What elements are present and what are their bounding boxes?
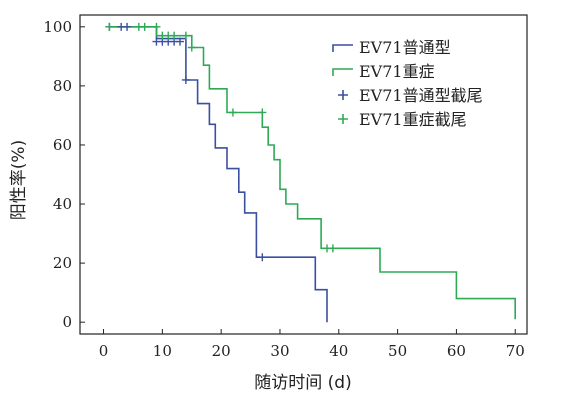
censor-mark-3-7 [181, 31, 190, 40]
x-tick-label-1: 10 [153, 342, 172, 360]
legend-swatch-2 [338, 90, 348, 100]
censor-mark-3-8 [187, 43, 196, 52]
x-tick-label-7: 70 [506, 342, 525, 360]
x-tick-label-2: 20 [212, 342, 231, 360]
legend-label-3: EV71重症截尾 [359, 110, 467, 129]
x-tick-label-0: 0 [99, 342, 109, 360]
y-tick-label-0: 0 [62, 313, 72, 331]
y-tick-label-3: 60 [53, 136, 72, 154]
x-tick-label-5: 50 [388, 342, 407, 360]
legend-swatch-3 [338, 114, 348, 124]
y-tick-label-1: 20 [53, 254, 72, 272]
x-tick-label-3: 30 [270, 342, 289, 360]
legend-label-1: EV71重症 [359, 62, 435, 81]
censor-mark-3-10 [258, 108, 267, 117]
censor-mark-3-0 [105, 22, 114, 31]
censor-mark-3-12 [328, 244, 337, 253]
legend-label-0: EV71普通型 [359, 38, 451, 57]
y-axis-title: 阳性率(%) [9, 140, 29, 220]
censor-mark-2-7 [175, 37, 184, 46]
series-line-1 [109, 26, 516, 320]
x-tick-label-4: 40 [329, 342, 348, 360]
legend-label-2: EV71普通型截尾 [359, 86, 483, 105]
x-tick-label-6: 60 [447, 342, 466, 360]
y-tick-label-5: 100 [43, 18, 72, 36]
x-axis-title: 随访时间 (d) [254, 373, 351, 393]
y-tick-label-4: 80 [53, 77, 72, 95]
legend-swatch-0 [332, 44, 353, 52]
y-tick-label-2: 40 [53, 195, 72, 213]
censor-mark-2-2 [123, 22, 132, 31]
legend: EV71普通型 EV71重症 EV71普通型截尾 EV71重症截尾 [332, 38, 483, 129]
legend-swatch-1 [332, 68, 353, 76]
censor-mark-2-8 [181, 75, 190, 84]
censor-mark-3-3 [152, 22, 161, 31]
censor-mark-3-2 [140, 22, 149, 31]
series-line-0 [109, 26, 328, 323]
censor-mark-2-9 [258, 253, 267, 262]
censor-mark-3-9 [228, 108, 237, 117]
series-layer [105, 22, 516, 323]
censor-mark-3-6 [170, 31, 179, 40]
plot-frame [79, 14, 528, 335]
axes: 0 10 20 30 40 50 60 70 0 20 40 60 80 100 [43, 14, 528, 360]
